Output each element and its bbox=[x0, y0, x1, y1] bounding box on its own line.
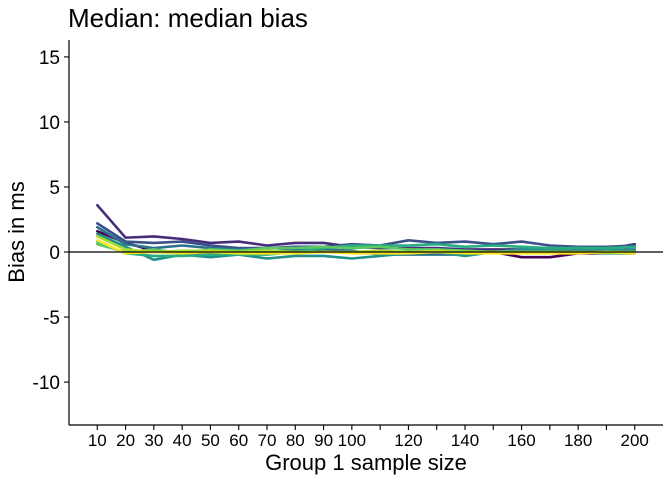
y-tick-label: 5 bbox=[49, 178, 60, 199]
x-tick-label: 160 bbox=[507, 431, 535, 450]
x-tick-label: 20 bbox=[116, 431, 135, 450]
x-tick-label: 50 bbox=[201, 431, 220, 450]
y-tick-label: 15 bbox=[39, 48, 60, 69]
y-tick-label: 10 bbox=[39, 113, 60, 134]
y-tick-label: 0 bbox=[49, 243, 60, 264]
y-ticks: 15 10 5 0 -5 -10 bbox=[33, 48, 69, 394]
x-tick-label: 200 bbox=[621, 431, 649, 450]
x-tick-label: 70 bbox=[258, 431, 277, 450]
x-tick-label: 100 bbox=[338, 431, 366, 450]
chart-title: Median: median bias bbox=[68, 3, 308, 33]
y-tick-label: -5 bbox=[43, 308, 60, 329]
x-tick-label: 180 bbox=[564, 431, 592, 450]
x-tick-label: 140 bbox=[451, 431, 479, 450]
x-tick-label: 120 bbox=[394, 431, 422, 450]
x-tick-label: 10 bbox=[88, 431, 107, 450]
axes bbox=[68, 40, 663, 426]
series-line-9 bbox=[96, 239, 637, 255]
y-tick-label: -10 bbox=[33, 373, 60, 394]
series-line-6 bbox=[96, 240, 637, 258]
x-tick-label: 90 bbox=[314, 431, 333, 450]
x-tick-label: 60 bbox=[229, 431, 248, 450]
x-tick-label: 30 bbox=[144, 431, 163, 450]
x-tick-label: 40 bbox=[173, 431, 192, 450]
x-axis-title: Group 1 sample size bbox=[265, 450, 467, 475]
y-axis-title: Bias in ms bbox=[4, 181, 29, 282]
x-tick-label: 80 bbox=[286, 431, 305, 450]
x-ticks: 10 20 30 40 50 60 70 80 90 100 120 140 160 180 200 bbox=[88, 425, 649, 450]
